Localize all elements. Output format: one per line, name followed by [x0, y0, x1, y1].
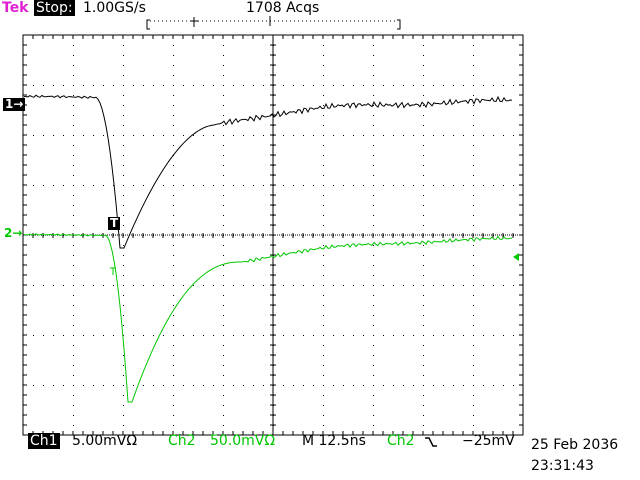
acquisition-count: 1708 Acqs [246, 0, 320, 16]
ch1-label: Ch1 [28, 433, 60, 449]
ch2-waveform [24, 233, 513, 403]
trigger-level-arrow-icon [513, 253, 519, 261]
ch1-ground-marker: 1→ [3, 97, 26, 111]
sample-rate: 1.00GS/s [83, 0, 146, 16]
time: 23:31:43 [531, 458, 594, 474]
trigger-source: Ch2 [387, 433, 415, 449]
ch1-waveform [23, 94, 513, 249]
trigger-position-marker: T [108, 216, 121, 230]
ch2-label: Ch2 [168, 433, 196, 449]
ch2-scale: 50.0mVΩ [210, 433, 276, 449]
timebase: M 12.5ns [302, 433, 366, 449]
acquisition-state: Stop: [34, 0, 75, 16]
ch2-ground-marker: 2→ [4, 226, 23, 240]
record-window-indicator [146, 16, 401, 30]
trigger-point-icon [110, 267, 116, 275]
trigger-level: −25mV [462, 433, 515, 449]
falling-edge-icon [425, 437, 437, 447]
ch1-scale: 5.00mVΩ [72, 433, 138, 449]
date: 25 Feb 2036 [531, 437, 619, 453]
brand-label: Tek [2, 0, 29, 16]
